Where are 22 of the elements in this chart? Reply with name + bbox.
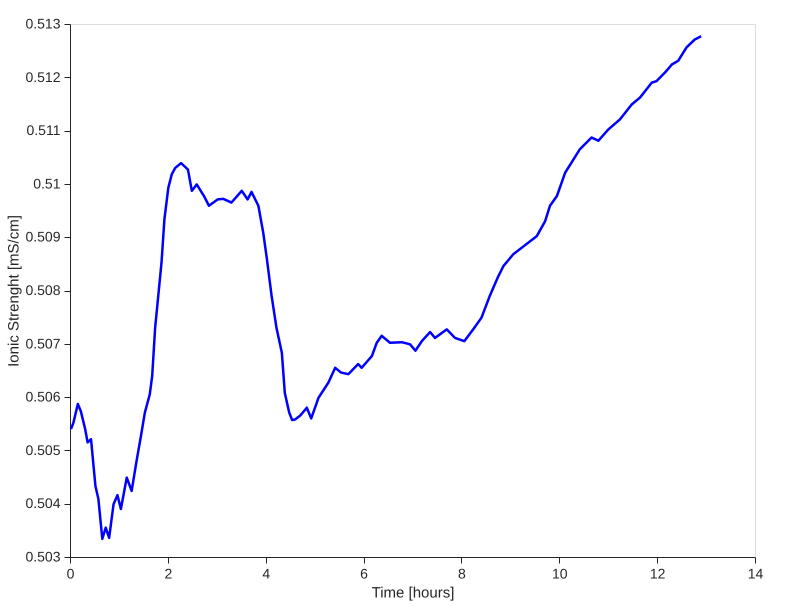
x-tick-label: 14 xyxy=(748,566,764,582)
x-axis-title: Time [hours] xyxy=(372,584,454,602)
y-axis-title: Ionic Strenght [mS/cm] xyxy=(5,215,22,367)
y-tick-label: 0.513 xyxy=(25,16,61,32)
y-tick-label: 0.507 xyxy=(25,335,61,352)
y-tick-label: 0.512 xyxy=(25,68,61,85)
x-tick-label: 8 xyxy=(458,566,466,582)
x-tick-label: 6 xyxy=(360,566,368,582)
y-tick-label: 0.509 xyxy=(25,228,61,245)
y-tick-label: 0.506 xyxy=(25,388,61,405)
x-tick-label: 4 xyxy=(262,566,270,582)
y-tick-label: 0.511 xyxy=(26,122,61,138)
line-series xyxy=(70,35,702,540)
y-tick-label: 0.505 xyxy=(25,442,61,458)
y-tick-label: 0.51 xyxy=(33,175,61,192)
y-tick-label: 0.504 xyxy=(25,495,61,512)
x-tick-label: 0 xyxy=(66,566,75,582)
x-tick-label: 12 xyxy=(650,566,666,582)
x-tick-label: 2 xyxy=(164,566,172,582)
y-tick-label: 0.503 xyxy=(25,548,61,564)
y-tick-label: 0.508 xyxy=(25,282,61,298)
x-tick-label: 10 xyxy=(552,566,568,582)
